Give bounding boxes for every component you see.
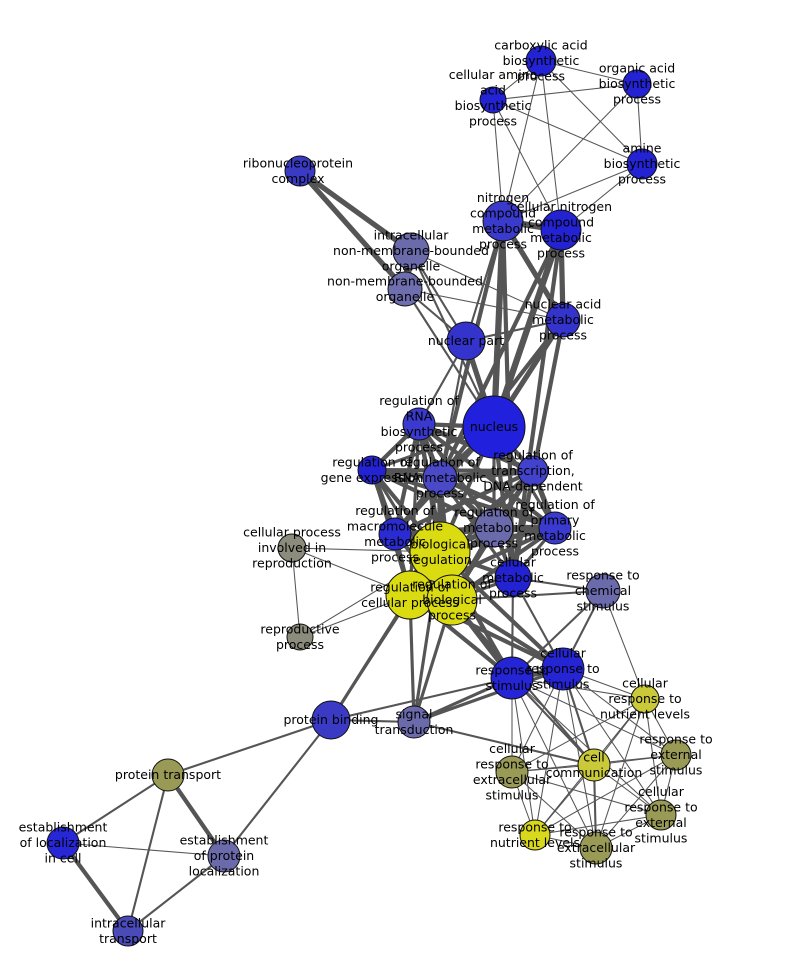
graph-edge: [438, 339, 468, 480]
graph-edge: [534, 754, 677, 836]
graph-node[interactable]: response to nutrient levels: [519, 819, 551, 851]
graph-edge: [595, 754, 677, 849]
graph-edge: [412, 667, 565, 724]
graph-node[interactable]: regulation of gene expression: [357, 455, 387, 485]
graph-edge: [126, 773, 170, 933]
graph-edge: [412, 720, 596, 767]
graph-node[interactable]: amine biosynthetic process: [626, 148, 658, 180]
graph-node[interactable]: regulation of RNA metabolic process: [422, 460, 458, 496]
graph-edge: [60, 840, 131, 934]
graph-edge: [502, 163, 643, 222]
graph-node[interactable]: cellular response to stimulus: [541, 647, 585, 691]
graph-edge: [510, 227, 564, 581]
graph-edge: [511, 677, 597, 849]
graph-node[interactable]: non-membrane-bounded organelle: [387, 271, 423, 307]
graph-node[interactable]: reproductive process: [286, 623, 314, 651]
graph-node[interactable]: protein binding: [311, 700, 351, 740]
graph-node[interactable]: organic acid biosynthetic process: [622, 69, 652, 99]
graph-node[interactable]: establishment of protein localization: [207, 839, 241, 873]
graph-node[interactable]: regulation of cellular process: [385, 570, 435, 620]
graph-edge: [329, 593, 412, 722]
graph-node[interactable]: cellular amino acid biosynthetic process: [479, 86, 507, 114]
graph-edge: [222, 718, 333, 858]
graph-edge: [62, 842, 225, 857]
graph-edge: [166, 718, 333, 777]
graph-edge: [297, 168, 408, 292]
graph-edge: [511, 677, 646, 700]
edge-layer: [60, 60, 677, 934]
graph-node[interactable]: cellular response to nutrient levels: [630, 684, 660, 714]
graph-edge: [464, 219, 505, 343]
graph-node[interactable]: ribonucleoprotein complex: [284, 155, 316, 187]
graph-edge: [502, 83, 638, 222]
graph-edge: [502, 60, 542, 222]
graph-edge: [291, 547, 301, 638]
graph-node[interactable]: response to extracellular stimulus: [579, 831, 613, 865]
graph-node[interactable]: protein transport: [151, 758, 185, 792]
graph-node[interactable]: nucleus: [462, 395, 526, 459]
graph-node[interactable]: regulation of metabolic process: [474, 508, 514, 548]
graph-edge: [61, 773, 170, 845]
graph-node[interactable]: regulation of RNA biosynthetic process: [402, 407, 436, 441]
graph-edge: [369, 467, 497, 531]
graph-edge: [602, 590, 646, 700]
graph-edge: [511, 771, 662, 816]
graph-node[interactable]: regulation of primary metabolic process: [538, 511, 572, 545]
graph-edge: [437, 227, 564, 481]
graph-node[interactable]: nuclear acid metabolic process: [545, 302, 581, 338]
graph-edge: [540, 60, 638, 85]
node-layer[interactable]: carboxylic acid biosynthetic process orga…: [46, 45, 692, 947]
graph-edge: [492, 99, 643, 165]
graph-edge: [329, 676, 514, 722]
graph-edge: [534, 814, 662, 836]
graph-node[interactable]: response to stimulus: [490, 656, 534, 700]
graph-node[interactable]: intracellular non-membrane-bounded organ…: [392, 232, 430, 270]
graph-edge: [595, 698, 646, 849]
graph-node[interactable]: cellular nitrogen compound metabolic pro…: [540, 209, 582, 251]
graph-edge: [540, 60, 562, 231]
graph-edge: [404, 288, 564, 321]
graph-node[interactable]: response to external stimulus: [660, 739, 692, 771]
graph-edge: [297, 168, 414, 254]
graph-edge: [511, 677, 536, 836]
graph-edge: [511, 698, 646, 773]
graph-edge: [511, 677, 662, 816]
graph-node[interactable]: regulation of biological process: [426, 574, 478, 626]
graph-edge: [410, 250, 564, 321]
graph-edge: [126, 854, 226, 933]
graph-edge: [490, 217, 507, 431]
graph-node[interactable]: nuclear part: [446, 321, 486, 361]
graph-node[interactable]: intracellular transport: [112, 915, 144, 947]
graph-node[interactable]: nitrogen compound metabolic process: [482, 200, 524, 242]
graph-node[interactable]: cellular metabolic process: [494, 559, 532, 597]
graph-node[interactable]: regulation of macromolecule metabolic pr…: [378, 517, 412, 551]
graph-edge: [511, 677, 677, 756]
graph-edge: [540, 60, 643, 165]
graph-edge: [492, 83, 638, 101]
graph-node[interactable]: regulation of transcription, DNA-depende…: [517, 455, 549, 487]
graph-node[interactable]: carboxylic acid biosynthetic process: [525, 45, 557, 77]
graph-edge: [562, 668, 677, 756]
graph-edge: [369, 467, 558, 531]
graph-node[interactable]: cellular response to external stimulus: [645, 799, 677, 831]
graph-node[interactable]: response to chemical stimulus: [585, 573, 621, 609]
graph-node[interactable]: cell communication: [577, 748, 611, 782]
graph-node[interactable]: cellular process involved in reproductio…: [277, 533, 307, 563]
graph-node[interactable]: cellular response to extracellular stimu…: [495, 755, 529, 789]
graph-edge: [511, 771, 597, 849]
graph-edge: [492, 99, 562, 231]
graph-node[interactable]: signal transduction: [397, 705, 431, 739]
graph-node[interactable]: establishment of localization in cell: [46, 826, 80, 860]
